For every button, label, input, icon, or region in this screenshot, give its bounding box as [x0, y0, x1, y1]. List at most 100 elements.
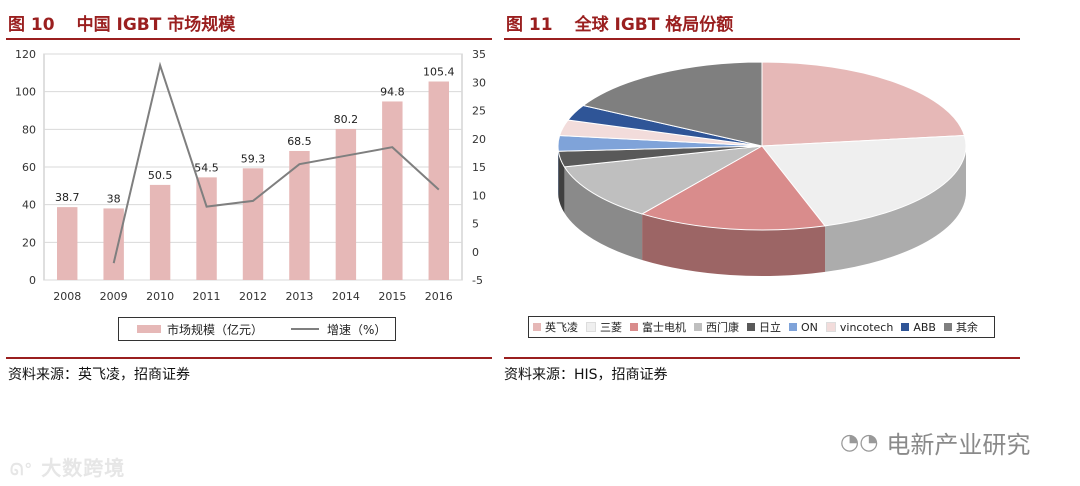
x-tick-label: 2011	[193, 290, 221, 303]
right-figure-number: 图 11	[506, 15, 553, 35]
x-tick-label: 2015	[378, 290, 406, 303]
pie-side	[558, 151, 565, 213]
y-right-tick-label: 20	[472, 133, 486, 146]
y-left-tick-label: 100	[15, 86, 36, 99]
right-title-rule	[504, 38, 1020, 40]
y-left-tick-label: 120	[15, 48, 36, 61]
bar-data-label: 59.3	[241, 152, 266, 165]
pie-legend-swatch	[901, 323, 910, 331]
bar	[335, 128, 357, 280]
pie-legend-item: 英飞凌	[533, 319, 578, 335]
pie-legend-item: ON	[789, 321, 818, 334]
bar-line-chart: 0 20 40 60 80 100 120 -5 0 5 10 15 20 25 30 35 38.7 2008 3…	[15, 48, 486, 303]
right-figure-title: 图 11 全球 IGBT 格局份额	[506, 10, 733, 35]
pie-legend-label: 日立	[759, 321, 781, 334]
pie-side	[825, 146, 966, 272]
pie-side	[564, 166, 643, 260]
bar	[289, 150, 310, 280]
watermark-right-text: 电新产业研究	[886, 431, 1031, 459]
x-tick-label: 2013	[285, 290, 313, 303]
pie-legend-swatch	[694, 323, 702, 331]
legend-line-swatch	[291, 328, 320, 330]
x-tick-label: 2009	[100, 290, 128, 303]
pie-legend-label: 西门康	[706, 321, 739, 334]
pie-legend-swatch	[943, 323, 952, 331]
left-figure-number: 图 10	[8, 15, 55, 35]
pie-legend-swatch	[630, 323, 638, 331]
watermark-logo-icon: ᘏ°	[10, 460, 34, 479]
x-tick-label: 2010	[146, 290, 174, 303]
y-right-tick-label: 0	[472, 246, 479, 259]
pie-legend-swatch	[586, 322, 596, 332]
pie-legend-swatch	[789, 323, 797, 331]
pie-legend-item: vincotech	[825, 320, 894, 334]
pie-slice	[640, 145, 826, 231]
pie-slice	[582, 61, 763, 147]
pie-legend-swatch	[533, 323, 541, 331]
pie-legend-swatch	[825, 322, 836, 332]
wechat-icon: ◔◔	[840, 430, 879, 455]
left-source: 资料来源：英飞凌，招商证券	[8, 367, 190, 383]
pie-legend-swatch	[747, 323, 755, 331]
legend-item-market-size: 市场规模（亿元）	[137, 321, 263, 338]
y-left-tick-label: 60	[22, 161, 36, 174]
legend-bar-swatch	[137, 325, 161, 333]
bar	[382, 101, 403, 281]
pie-legend-label: vincotech	[839, 320, 894, 334]
left-source-rule	[6, 357, 492, 359]
bar-data-label: 80.2	[334, 113, 359, 126]
left-legend: 市场规模（亿元） 增速（%）	[118, 317, 396, 341]
bar-data-label: 94.8	[380, 85, 405, 98]
bar-data-label: 38.7	[55, 191, 80, 204]
y-right-tick-label: 35	[472, 48, 486, 61]
watermark-right: ◔◔ 电新产业研究	[840, 425, 1030, 460]
right-source-rule	[504, 357, 1020, 359]
watermark-left-text: 大数跨境	[41, 456, 126, 480]
growth-line	[112, 61, 440, 264]
bar-data-label: 68.5	[287, 135, 312, 148]
bar	[149, 184, 171, 280]
bar-data-label: 50.5	[148, 169, 173, 182]
pie-chart	[557, 61, 967, 276]
left-title-rule	[6, 38, 492, 40]
pie-legend-label: ABB	[913, 320, 936, 334]
pie-legend-label: 英飞凌	[545, 321, 578, 334]
y-left-tick-label: 80	[22, 123, 36, 136]
pie-legend-item: 西门康	[694, 319, 739, 335]
legend-label-growth: 增速（%）	[327, 322, 387, 337]
pie-legend-item: ABB	[901, 321, 936, 334]
pie-side	[642, 213, 826, 276]
x-tick-label: 2014	[332, 290, 360, 303]
x-tick-label: 2016	[425, 290, 453, 303]
y-right-tick-label: -5	[472, 274, 483, 287]
watermark-left: ᘏ° 大数跨境	[10, 452, 125, 481]
bar-data-label: 54.5	[194, 161, 219, 174]
right-source: 资料来源：HIS，招商证券	[504, 367, 668, 383]
y-right-tick-label: 25	[472, 105, 486, 118]
bar	[428, 81, 449, 280]
pie-legend-item: 三菱	[586, 319, 622, 335]
pie-legend-label: 三菱	[600, 321, 622, 334]
pie-legend-label: 其余	[955, 321, 978, 334]
right-figure-title-text: 全球 IGBT 格局份额	[574, 15, 734, 35]
bar	[57, 207, 78, 280]
y-right-tick-label: 5	[472, 218, 479, 231]
pie-slice	[761, 134, 967, 227]
x-tick-label: 2012	[239, 290, 267, 303]
bar	[242, 168, 264, 280]
left-figure-title-text: 中国 IGBT 市场规模	[76, 15, 236, 35]
legend-label-market-size: 市场规模（亿元）	[167, 322, 264, 337]
pie-legend-label: 富士电机	[642, 321, 686, 334]
y-left-tick-label: 40	[22, 199, 36, 212]
y-right-tick-label: 10	[472, 189, 486, 202]
pie-legend-item: 日立	[747, 319, 781, 335]
bar	[196, 177, 217, 280]
y-left-tick-label: 0	[29, 274, 36, 287]
pie-legend-item: 富士电机	[630, 319, 686, 335]
x-tick-label: 2008	[53, 290, 81, 303]
bar-data-label: 105.4	[423, 65, 455, 78]
y-right-tick-label: 15	[472, 161, 486, 174]
pie-legend-label: ON	[801, 320, 818, 334]
bar-data-label: 38	[107, 192, 121, 205]
pie-legend: 英飞凌 三菱 富士电机 西门康 日立 ON vincotech ABB 其余	[528, 316, 995, 338]
